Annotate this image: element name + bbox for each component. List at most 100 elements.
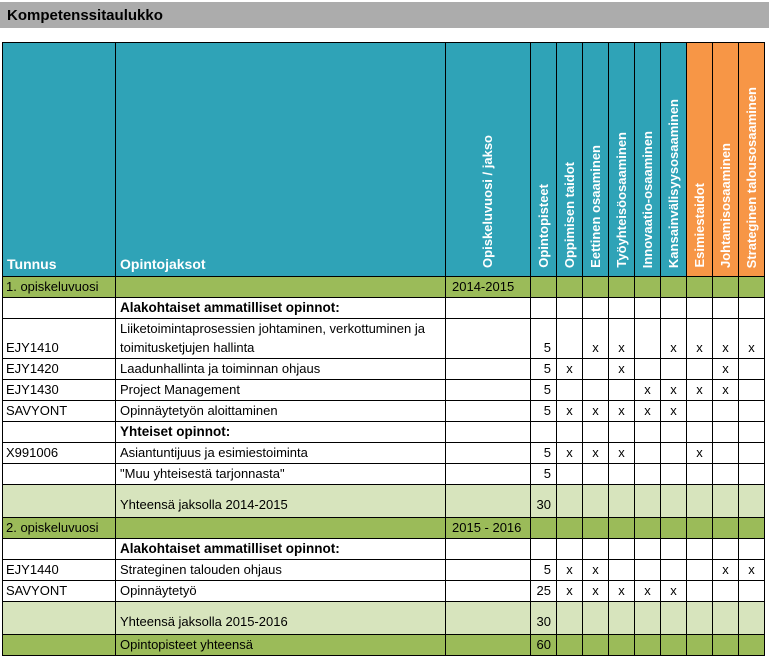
col-header-rotated: Eettinen osaaminen xyxy=(582,42,609,277)
cell-competence-mark xyxy=(712,442,739,464)
cell-competence-mark xyxy=(686,297,713,319)
cell-competence-mark: x xyxy=(608,400,635,422)
cell-competence-mark xyxy=(556,297,583,319)
cell-competence-mark: x xyxy=(712,379,739,401)
cell-competence-mark xyxy=(686,634,713,656)
cell-course-name: Asiantuntijuus ja esimiestoiminta xyxy=(115,442,446,464)
cell-competence-mark: x xyxy=(556,442,583,464)
cell-competence-mark xyxy=(634,559,661,581)
cell-competence-mark xyxy=(738,517,765,539)
cell-competence-mark xyxy=(634,318,661,359)
cell-points xyxy=(530,517,557,539)
cell-competence-mark xyxy=(582,297,609,319)
competence-table: Tunnus Opintojaksot Opiskeluvuosi / jaks… xyxy=(2,42,765,656)
rotated-header-label: Johtamisosaaminen xyxy=(717,143,733,268)
cell-period xyxy=(445,463,531,485)
table-row-subheader: Alakohtaiset ammatilliset opinnot: xyxy=(2,297,765,319)
cell-competence-mark xyxy=(608,559,635,581)
cell-points: 5 xyxy=(530,318,557,359)
cell-competence-mark xyxy=(582,601,609,635)
cell-competence-mark xyxy=(686,517,713,539)
table-row-gtotal: Opintopisteet yhteensä 60 xyxy=(2,634,765,656)
cell-period xyxy=(445,358,531,380)
cell-competence-mark: x xyxy=(686,318,713,359)
cell-competence-mark xyxy=(712,580,739,602)
cell-course-name: "Muu yhteisestä tarjonnasta" xyxy=(115,463,446,485)
cell-competence-mark xyxy=(660,484,687,518)
cell-competence-mark xyxy=(686,484,713,518)
cell-course-name: Liiketoimintaprosessien johtaminen, verk… xyxy=(115,318,446,359)
cell-points: 30 xyxy=(530,601,557,635)
cell-tunnus: EJY1430 xyxy=(2,379,116,401)
cell-course-name: Opintopisteet yhteensä xyxy=(115,634,446,656)
cell-points xyxy=(530,421,557,443)
cell-competence-mark xyxy=(686,601,713,635)
cell-competence-mark: x xyxy=(738,559,765,581)
cell-competence-mark xyxy=(582,484,609,518)
table-body: 1. opiskeluvuosi 2014-2015 Alakohtaiset am… xyxy=(2,276,765,656)
cell-competence-mark xyxy=(582,517,609,539)
cell-competence-mark: x xyxy=(608,442,635,464)
cell-competence-mark xyxy=(738,601,765,635)
cell-competence-mark: x xyxy=(660,580,687,602)
cell-competence-mark xyxy=(582,463,609,485)
col-header-rotated: Opiskeluvuosi / jakso xyxy=(445,42,531,277)
cell-competence-mark xyxy=(634,484,661,518)
cell-points: 5 xyxy=(530,559,557,581)
col-header-rotated: Kansainvälisyysosaaminen xyxy=(660,42,687,277)
cell-competence-mark xyxy=(686,421,713,443)
cell-competence-mark xyxy=(634,601,661,635)
cell-competence-mark xyxy=(634,463,661,485)
table-row-section: 2. opiskeluvuosi 2015 - 2016 xyxy=(2,517,765,539)
cell-course-name xyxy=(115,276,446,298)
cell-competence-mark xyxy=(738,442,765,464)
cell-competence-mark: x xyxy=(712,318,739,359)
col-header-opintojaksot: Opintojaksot xyxy=(115,42,446,277)
cell-period xyxy=(445,318,531,359)
rotated-header-label: Eettinen osaaminen xyxy=(587,145,603,268)
table-row-course: EJY1440 Strateginen talouden ohjaus 5 x x x x xyxy=(2,559,765,581)
table-row-subheader: Yhteiset opinnot: xyxy=(2,421,765,443)
cell-competence-mark: x xyxy=(582,559,609,581)
cell-competence-mark xyxy=(634,297,661,319)
cell-tunnus: SAVYONT xyxy=(2,400,116,422)
cell-points: 5 xyxy=(530,379,557,401)
table-row-total: Yhteensä jaksolla 2015-2016 30 xyxy=(2,601,765,635)
rotated-header-label: Oppimisen taidot xyxy=(561,161,577,268)
cell-competence-mark: x xyxy=(556,358,583,380)
table-row-course: EJY1430 Project Management 5 x x x x xyxy=(2,379,765,401)
cell-competence-mark: x xyxy=(712,358,739,380)
cell-competence-mark xyxy=(582,634,609,656)
cell-competence-mark: x xyxy=(634,400,661,422)
cell-tunnus: EJY1410 xyxy=(2,318,116,359)
cell-competence-mark xyxy=(634,442,661,464)
cell-competence-mark xyxy=(660,463,687,485)
cell-competence-mark xyxy=(608,421,635,443)
cell-tunnus: 1. opiskeluvuosi xyxy=(2,276,116,298)
cell-points: 5 xyxy=(530,442,557,464)
cell-competence-mark xyxy=(738,421,765,443)
cell-competence-mark xyxy=(660,634,687,656)
cell-course-name: Opinnäytetyön aloittaminen xyxy=(115,400,446,422)
cell-competence-mark xyxy=(712,297,739,319)
cell-competence-mark: x xyxy=(660,379,687,401)
cell-competence-mark: x xyxy=(660,318,687,359)
cell-competence-mark xyxy=(556,318,583,359)
cell-competence-mark xyxy=(634,358,661,380)
cell-competence-mark xyxy=(660,421,687,443)
cell-competence-mark: x xyxy=(582,442,609,464)
cell-competence-mark xyxy=(738,358,765,380)
table-row-course: SAVYONT Opinnäytetyön aloittaminen 5 x x x x x xyxy=(2,400,765,422)
col-header-rotated: Oppimisen taidot xyxy=(556,42,583,277)
cell-competence-mark xyxy=(738,400,765,422)
cell-course-name: Alakohtaiset ammatilliset opinnot: xyxy=(115,538,446,560)
cell-competence-mark xyxy=(660,517,687,539)
rotated-header-label: Strateginen talousosaaminen xyxy=(743,86,759,268)
cell-competence-mark xyxy=(660,538,687,560)
table-row-course: SAVYONT Opinnäytetyö 25 x x x x x xyxy=(2,580,765,602)
col-header-tunnus: Tunnus xyxy=(2,42,116,277)
cell-competence-mark xyxy=(738,484,765,518)
table-row-course: X991006 Asiantuntijuus ja esimiestoiminta… xyxy=(2,442,765,464)
rotated-header-label: Esimiestaidot xyxy=(691,183,707,268)
cell-competence-mark: x xyxy=(660,400,687,422)
